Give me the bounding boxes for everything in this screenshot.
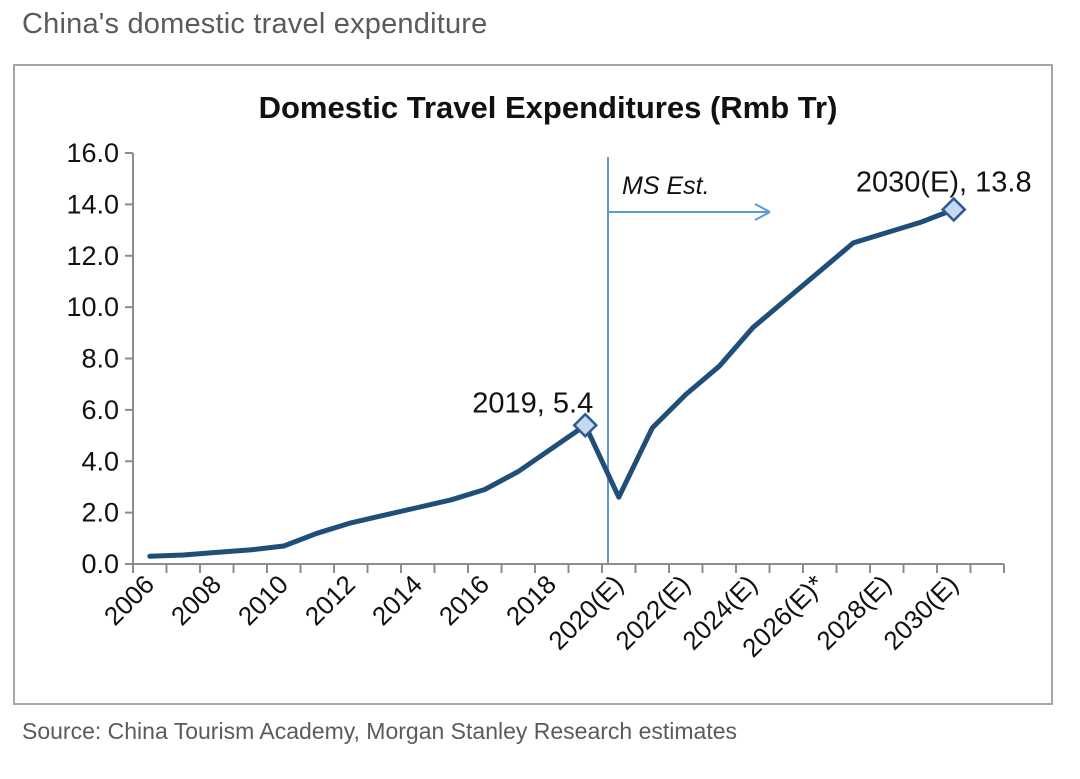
x-tick-label: 2020(E) (542, 569, 629, 656)
y-tick-label: 10.0 (66, 292, 119, 322)
chart-panel: Domestic Travel Expenditures (Rmb Tr) 0.… (13, 64, 1053, 705)
x-tick-label: 2014 (366, 569, 428, 631)
y-tick-label: 8.0 (81, 344, 119, 374)
data-point-marker (572, 412, 599, 439)
y-tick-label: 0.0 (81, 549, 119, 579)
y-tick-label: 2.0 (81, 498, 119, 528)
ms-est-arrowhead (754, 211, 771, 221)
label-2019-value: 2019, 5.4 (472, 387, 593, 419)
page-title: China's domestic travel expenditure (22, 8, 488, 40)
x-tick-label: 2012 (299, 569, 361, 631)
chart-title: Domestic Travel Expenditures (Rmb Tr) (258, 90, 838, 125)
x-tick-label: 2022(E) (609, 569, 696, 656)
label-2030-value: 2030(E), 13.8 (856, 167, 1032, 199)
y-tick-label: 12.0 (66, 241, 119, 271)
expenditure-series-line (147, 207, 957, 559)
y-tick-label: 4.0 (81, 446, 119, 476)
x-tick-label: 2028(E) (810, 569, 897, 656)
x-tick-label: 2010 (232, 569, 294, 631)
x-tick-label: 2016 (433, 569, 495, 631)
y-tick-label: 16.0 (66, 138, 119, 168)
ms-est-arrowhead (754, 203, 771, 213)
y-tick-label: 14.0 (66, 189, 119, 219)
ms-est-label: MS Est. (622, 172, 710, 200)
x-tick-label: 2030(E) (877, 569, 964, 656)
y-tick-label: 6.0 (81, 395, 119, 425)
source-text: Source: China Tourism Academy, Morgan St… (22, 718, 738, 744)
x-tick-label: 2008 (165, 569, 227, 631)
data-point-marker (940, 196, 967, 223)
x-tick-label: 2018 (500, 569, 562, 631)
